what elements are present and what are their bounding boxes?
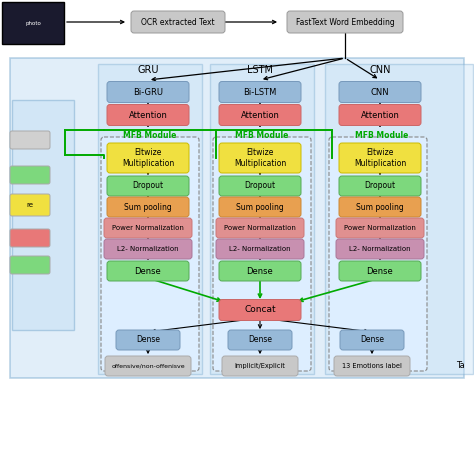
FancyBboxPatch shape bbox=[107, 176, 189, 196]
Bar bbox=[2, 2, 64, 44]
FancyBboxPatch shape bbox=[101, 137, 199, 371]
FancyBboxPatch shape bbox=[339, 104, 421, 126]
FancyBboxPatch shape bbox=[219, 300, 301, 320]
Text: Implicit/Explicit: Implicit/Explicit bbox=[235, 363, 285, 369]
Text: OCR extracted Text: OCR extracted Text bbox=[141, 18, 215, 27]
FancyBboxPatch shape bbox=[107, 82, 189, 102]
FancyBboxPatch shape bbox=[107, 143, 189, 173]
FancyBboxPatch shape bbox=[222, 356, 298, 376]
FancyBboxPatch shape bbox=[10, 166, 50, 184]
FancyBboxPatch shape bbox=[104, 239, 192, 259]
Text: Dense: Dense bbox=[136, 336, 160, 345]
Text: re: re bbox=[27, 202, 34, 208]
Text: Sum pooling: Sum pooling bbox=[124, 202, 172, 211]
FancyBboxPatch shape bbox=[219, 104, 301, 126]
FancyBboxPatch shape bbox=[213, 137, 311, 371]
FancyBboxPatch shape bbox=[219, 82, 301, 102]
FancyBboxPatch shape bbox=[104, 218, 192, 238]
Text: Bi-LSTM: Bi-LSTM bbox=[243, 88, 277, 97]
Text: Attention: Attention bbox=[241, 110, 280, 119]
FancyBboxPatch shape bbox=[336, 218, 424, 238]
FancyBboxPatch shape bbox=[336, 239, 424, 259]
Text: MFB Module: MFB Module bbox=[123, 131, 177, 140]
Text: Power Normalization: Power Normalization bbox=[112, 225, 184, 231]
Text: offensive/non-offenisve: offensive/non-offenisve bbox=[111, 364, 185, 368]
FancyBboxPatch shape bbox=[10, 194, 50, 216]
FancyBboxPatch shape bbox=[339, 197, 421, 217]
Text: Dense: Dense bbox=[366, 266, 393, 275]
Text: GRU: GRU bbox=[137, 65, 159, 75]
Text: Dense: Dense bbox=[360, 336, 384, 345]
Bar bbox=[98, 64, 202, 374]
Bar bbox=[210, 64, 314, 374]
Text: CNN: CNN bbox=[371, 88, 389, 97]
Text: Ta: Ta bbox=[456, 362, 465, 371]
Text: Bi-GRU: Bi-GRU bbox=[133, 88, 163, 97]
FancyBboxPatch shape bbox=[10, 131, 50, 149]
FancyBboxPatch shape bbox=[216, 218, 304, 238]
FancyBboxPatch shape bbox=[287, 11, 403, 33]
FancyBboxPatch shape bbox=[107, 104, 189, 126]
FancyBboxPatch shape bbox=[116, 330, 180, 350]
FancyBboxPatch shape bbox=[334, 356, 410, 376]
Text: Dropout: Dropout bbox=[245, 182, 275, 191]
FancyBboxPatch shape bbox=[339, 82, 421, 102]
FancyBboxPatch shape bbox=[228, 330, 292, 350]
FancyBboxPatch shape bbox=[340, 330, 404, 350]
FancyBboxPatch shape bbox=[105, 356, 191, 376]
FancyBboxPatch shape bbox=[107, 197, 189, 217]
Text: photo: photo bbox=[25, 20, 41, 26]
FancyBboxPatch shape bbox=[219, 143, 301, 173]
Text: L2- Normalization: L2- Normalization bbox=[349, 246, 411, 252]
Text: Eltwize
Multiplication: Eltwize Multiplication bbox=[122, 148, 174, 168]
Text: Power Normalization: Power Normalization bbox=[344, 225, 416, 231]
Text: Dense: Dense bbox=[248, 336, 272, 345]
Text: Power Normalization: Power Normalization bbox=[224, 225, 296, 231]
Text: Sum pooling: Sum pooling bbox=[236, 202, 284, 211]
Text: FastText Word Embedding: FastText Word Embedding bbox=[296, 18, 394, 27]
FancyBboxPatch shape bbox=[219, 197, 301, 217]
Text: Attention: Attention bbox=[128, 110, 167, 119]
FancyBboxPatch shape bbox=[219, 261, 301, 281]
Text: Eltwize
Multiplication: Eltwize Multiplication bbox=[354, 148, 406, 168]
FancyBboxPatch shape bbox=[219, 176, 301, 196]
Text: MFB Module: MFB Module bbox=[356, 131, 409, 140]
FancyBboxPatch shape bbox=[339, 176, 421, 196]
Text: LSTM: LSTM bbox=[247, 65, 273, 75]
Text: Dropout: Dropout bbox=[132, 182, 164, 191]
FancyBboxPatch shape bbox=[339, 143, 421, 173]
FancyBboxPatch shape bbox=[131, 11, 225, 33]
Text: Dense: Dense bbox=[135, 266, 161, 275]
FancyBboxPatch shape bbox=[107, 261, 189, 281]
FancyBboxPatch shape bbox=[329, 137, 427, 371]
Text: Eltwize
Multiplication: Eltwize Multiplication bbox=[234, 148, 286, 168]
Text: CNN: CNN bbox=[369, 65, 391, 75]
FancyBboxPatch shape bbox=[216, 239, 304, 259]
Bar bbox=[12, 100, 74, 330]
FancyBboxPatch shape bbox=[10, 229, 50, 247]
FancyBboxPatch shape bbox=[10, 256, 50, 274]
Text: 13 Emotions label: 13 Emotions label bbox=[342, 363, 402, 369]
Text: Dense: Dense bbox=[246, 266, 273, 275]
Text: L2- Normalization: L2- Normalization bbox=[229, 246, 291, 252]
Text: Dropout: Dropout bbox=[365, 182, 396, 191]
Text: Sum pooling: Sum pooling bbox=[356, 202, 404, 211]
Text: Attention: Attention bbox=[361, 110, 400, 119]
Text: L2- Normalization: L2- Normalization bbox=[117, 246, 179, 252]
Text: Concat: Concat bbox=[244, 306, 276, 315]
Text: MFB Module: MFB Module bbox=[235, 131, 289, 140]
FancyBboxPatch shape bbox=[339, 261, 421, 281]
Bar bbox=[10, 58, 464, 378]
Bar bbox=[325, 64, 473, 374]
